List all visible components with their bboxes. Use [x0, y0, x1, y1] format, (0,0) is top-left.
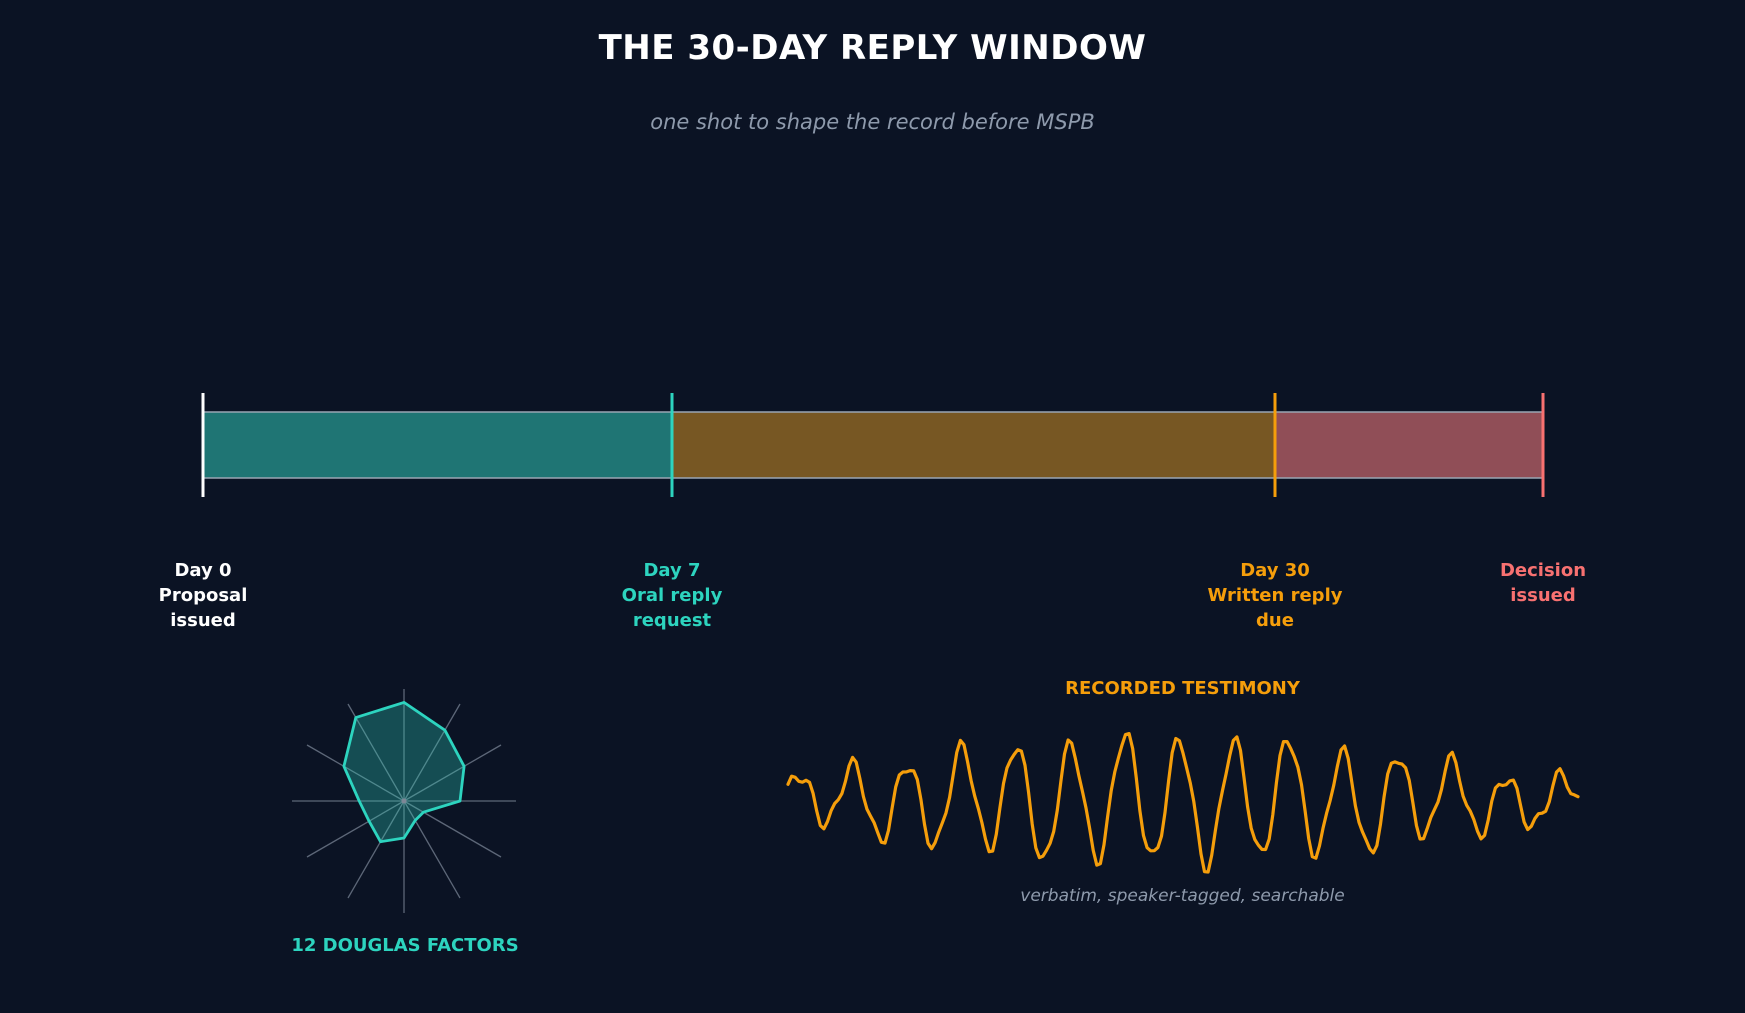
testimony-waveform	[786, 732, 1580, 874]
radar-score-shape	[342, 701, 466, 844]
milestone-label-line: issued	[1510, 585, 1576, 606]
milestone-label-line: due	[1256, 610, 1294, 631]
radar-spoke	[403, 744, 502, 802]
page-subtitle: one shot to shape the record before MSPB	[650, 110, 1095, 134]
douglas-factors-caption: 12 DOUGLAS FACTORS	[291, 935, 519, 956]
milestone-label-line: Decision	[1499, 560, 1587, 581]
milestone-day-0-label: Day 0 Proposal issued	[93, 558, 313, 633]
milestone-label-line: issued	[170, 610, 236, 631]
radar-spoke	[347, 800, 405, 899]
testimony-title: RECORDED TESTIMONY	[1065, 678, 1300, 699]
radar-spoke	[306, 800, 405, 858]
milestone-label-line: Proposal	[158, 585, 248, 606]
radar-spoke	[403, 800, 461, 899]
radar-spoke	[347, 703, 405, 802]
milestone-label-line: Day 0	[174, 560, 232, 581]
segment-written-window	[671, 411, 1276, 479]
douglas-radar	[292, 689, 516, 913]
milestone-label-line: Oral reply	[621, 585, 723, 606]
segment-decision-window	[1274, 411, 1544, 479]
milestone-label-line: Written reply	[1207, 585, 1343, 606]
milestone-day-7-label: Day 7 Oral reply request	[562, 558, 782, 633]
radar-center	[401, 798, 407, 804]
milestone-label-line: request	[632, 610, 712, 631]
milestone-label-line: Day 30	[1240, 560, 1310, 581]
page-title: THE 30-DAY REPLY WINDOW	[598, 28, 1147, 68]
milestone-decision-label: Decision issued	[1433, 558, 1653, 608]
milestone-label-line: Day 7	[643, 560, 701, 581]
testimony-caption: verbatim, speaker-tagged, searchable	[1020, 886, 1345, 906]
segment-oral-window	[202, 411, 673, 479]
radar-spoke	[306, 744, 405, 802]
radar-spoke	[403, 703, 461, 802]
radar-spoke	[403, 800, 502, 858]
milestone-day-30-label: Day 30 Written reply due	[1165, 558, 1385, 633]
